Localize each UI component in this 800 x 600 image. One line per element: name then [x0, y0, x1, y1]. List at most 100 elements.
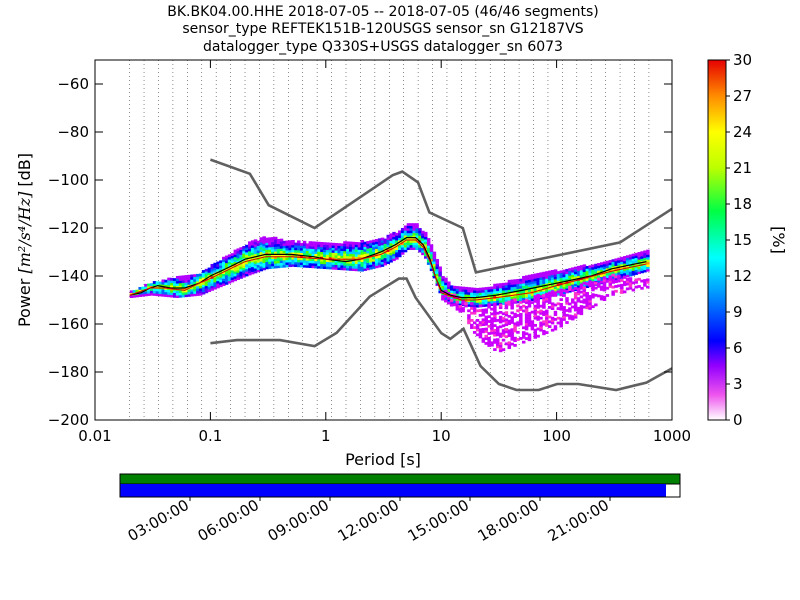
- density-cell: [334, 259, 339, 263]
- density-cell: [455, 300, 460, 304]
- density-cell: [256, 252, 261, 256]
- density-cell: [320, 249, 324, 253]
- density-cell: [481, 289, 486, 293]
- density-cell: [363, 241, 367, 245]
- density-cell: [415, 232, 419, 236]
- density-cell: [625, 264, 630, 268]
- density-cell: [207, 279, 212, 283]
- density-cell: [625, 274, 630, 278]
- density-cell: [386, 258, 390, 262]
- density-cell: [219, 267, 223, 271]
- density-cell: [524, 287, 529, 291]
- density-cell: [302, 243, 307, 247]
- density-cell: [193, 279, 197, 282]
- density-cell: [314, 253, 318, 257]
- density-cell: [608, 269, 613, 273]
- density-cell: [548, 275, 552, 279]
- density-cell: [320, 261, 324, 265]
- density-cell: [236, 262, 240, 266]
- density-cell: [602, 263, 607, 267]
- density-cell: [536, 287, 541, 291]
- density-cell: [210, 263, 215, 267]
- density-cell: [478, 330, 483, 334]
- density-cell: [282, 243, 287, 246]
- density-cell: [351, 268, 356, 272]
- density-cell: [299, 262, 304, 266]
- density-cell: [452, 285, 457, 289]
- density-cell: [507, 302, 512, 306]
- density-cell: [542, 320, 546, 324]
- density-cell: [467, 314, 471, 317]
- density-cell: [354, 268, 359, 272]
- density-cell: [178, 287, 183, 291]
- density-cell: [305, 255, 310, 259]
- density-cell: [565, 271, 569, 275]
- density-cell: [337, 255, 341, 259]
- density-cell: [204, 285, 209, 289]
- density-cell: [354, 244, 359, 248]
- density-cell: [625, 287, 630, 291]
- density-cell: [484, 337, 488, 341]
- density-cell: [467, 316, 471, 320]
- density-cell: [545, 275, 549, 279]
- density-cell: [245, 266, 249, 270]
- density-cell: [207, 272, 212, 276]
- density-cell: [478, 302, 483, 305]
- density-cell: [432, 275, 437, 279]
- density-cell: [455, 298, 460, 301]
- density-cell: [602, 268, 607, 272]
- density-cell: [585, 291, 589, 295]
- density-cell: [369, 264, 373, 268]
- density-cell: [297, 262, 301, 265]
- density-cell: [545, 297, 549, 301]
- density-cell: [611, 268, 616, 272]
- density-cell: [331, 264, 336, 268]
- density-cell: [279, 260, 284, 264]
- density-cell: [441, 280, 445, 284]
- density-cell: [637, 266, 641, 270]
- density-cell: [467, 309, 471, 313]
- density-cell: [550, 286, 555, 290]
- density-cell: [484, 303, 489, 307]
- density-cell: [536, 293, 540, 297]
- density-cell: [395, 256, 399, 260]
- density-cell: [493, 309, 497, 313]
- density-cell: [628, 266, 633, 270]
- density-cell: [279, 262, 284, 266]
- density-cell: [484, 327, 488, 331]
- density-cell: [265, 264, 269, 267]
- density-cell: [233, 275, 238, 279]
- density-cell: [461, 286, 465, 290]
- density-cell: [579, 285, 584, 289]
- density-cell: [291, 247, 295, 251]
- density-cell: [409, 247, 414, 250]
- density-cell: [216, 275, 220, 279]
- density-cell: [646, 268, 650, 272]
- density-cell: [239, 271, 243, 274]
- density-cell: [524, 308, 529, 312]
- density-cell: [507, 300, 512, 304]
- density-cell: [496, 283, 500, 287]
- density-cell: [369, 245, 373, 248]
- density-cell: [628, 271, 633, 275]
- density-cell: [481, 330, 486, 334]
- density-cell: [282, 240, 287, 244]
- density-cell: [524, 294, 529, 298]
- density-cell: [248, 265, 252, 269]
- density-cell: [331, 252, 336, 256]
- density-cell: [357, 244, 362, 248]
- density-cell: [259, 246, 264, 250]
- density-cell: [533, 307, 538, 310]
- density-cell: [253, 263, 258, 267]
- density-cell: [631, 268, 636, 271]
- density-cell: [579, 283, 584, 287]
- density-cell: [256, 267, 261, 270]
- density-cell: [236, 269, 240, 273]
- density-cell: [496, 338, 500, 342]
- density-cell: [548, 270, 552, 274]
- density-cell: [230, 265, 235, 268]
- density-cell: [472, 311, 477, 315]
- density-cell: [498, 349, 503, 353]
- density-cell: [377, 255, 382, 258]
- density-cell: [579, 274, 584, 278]
